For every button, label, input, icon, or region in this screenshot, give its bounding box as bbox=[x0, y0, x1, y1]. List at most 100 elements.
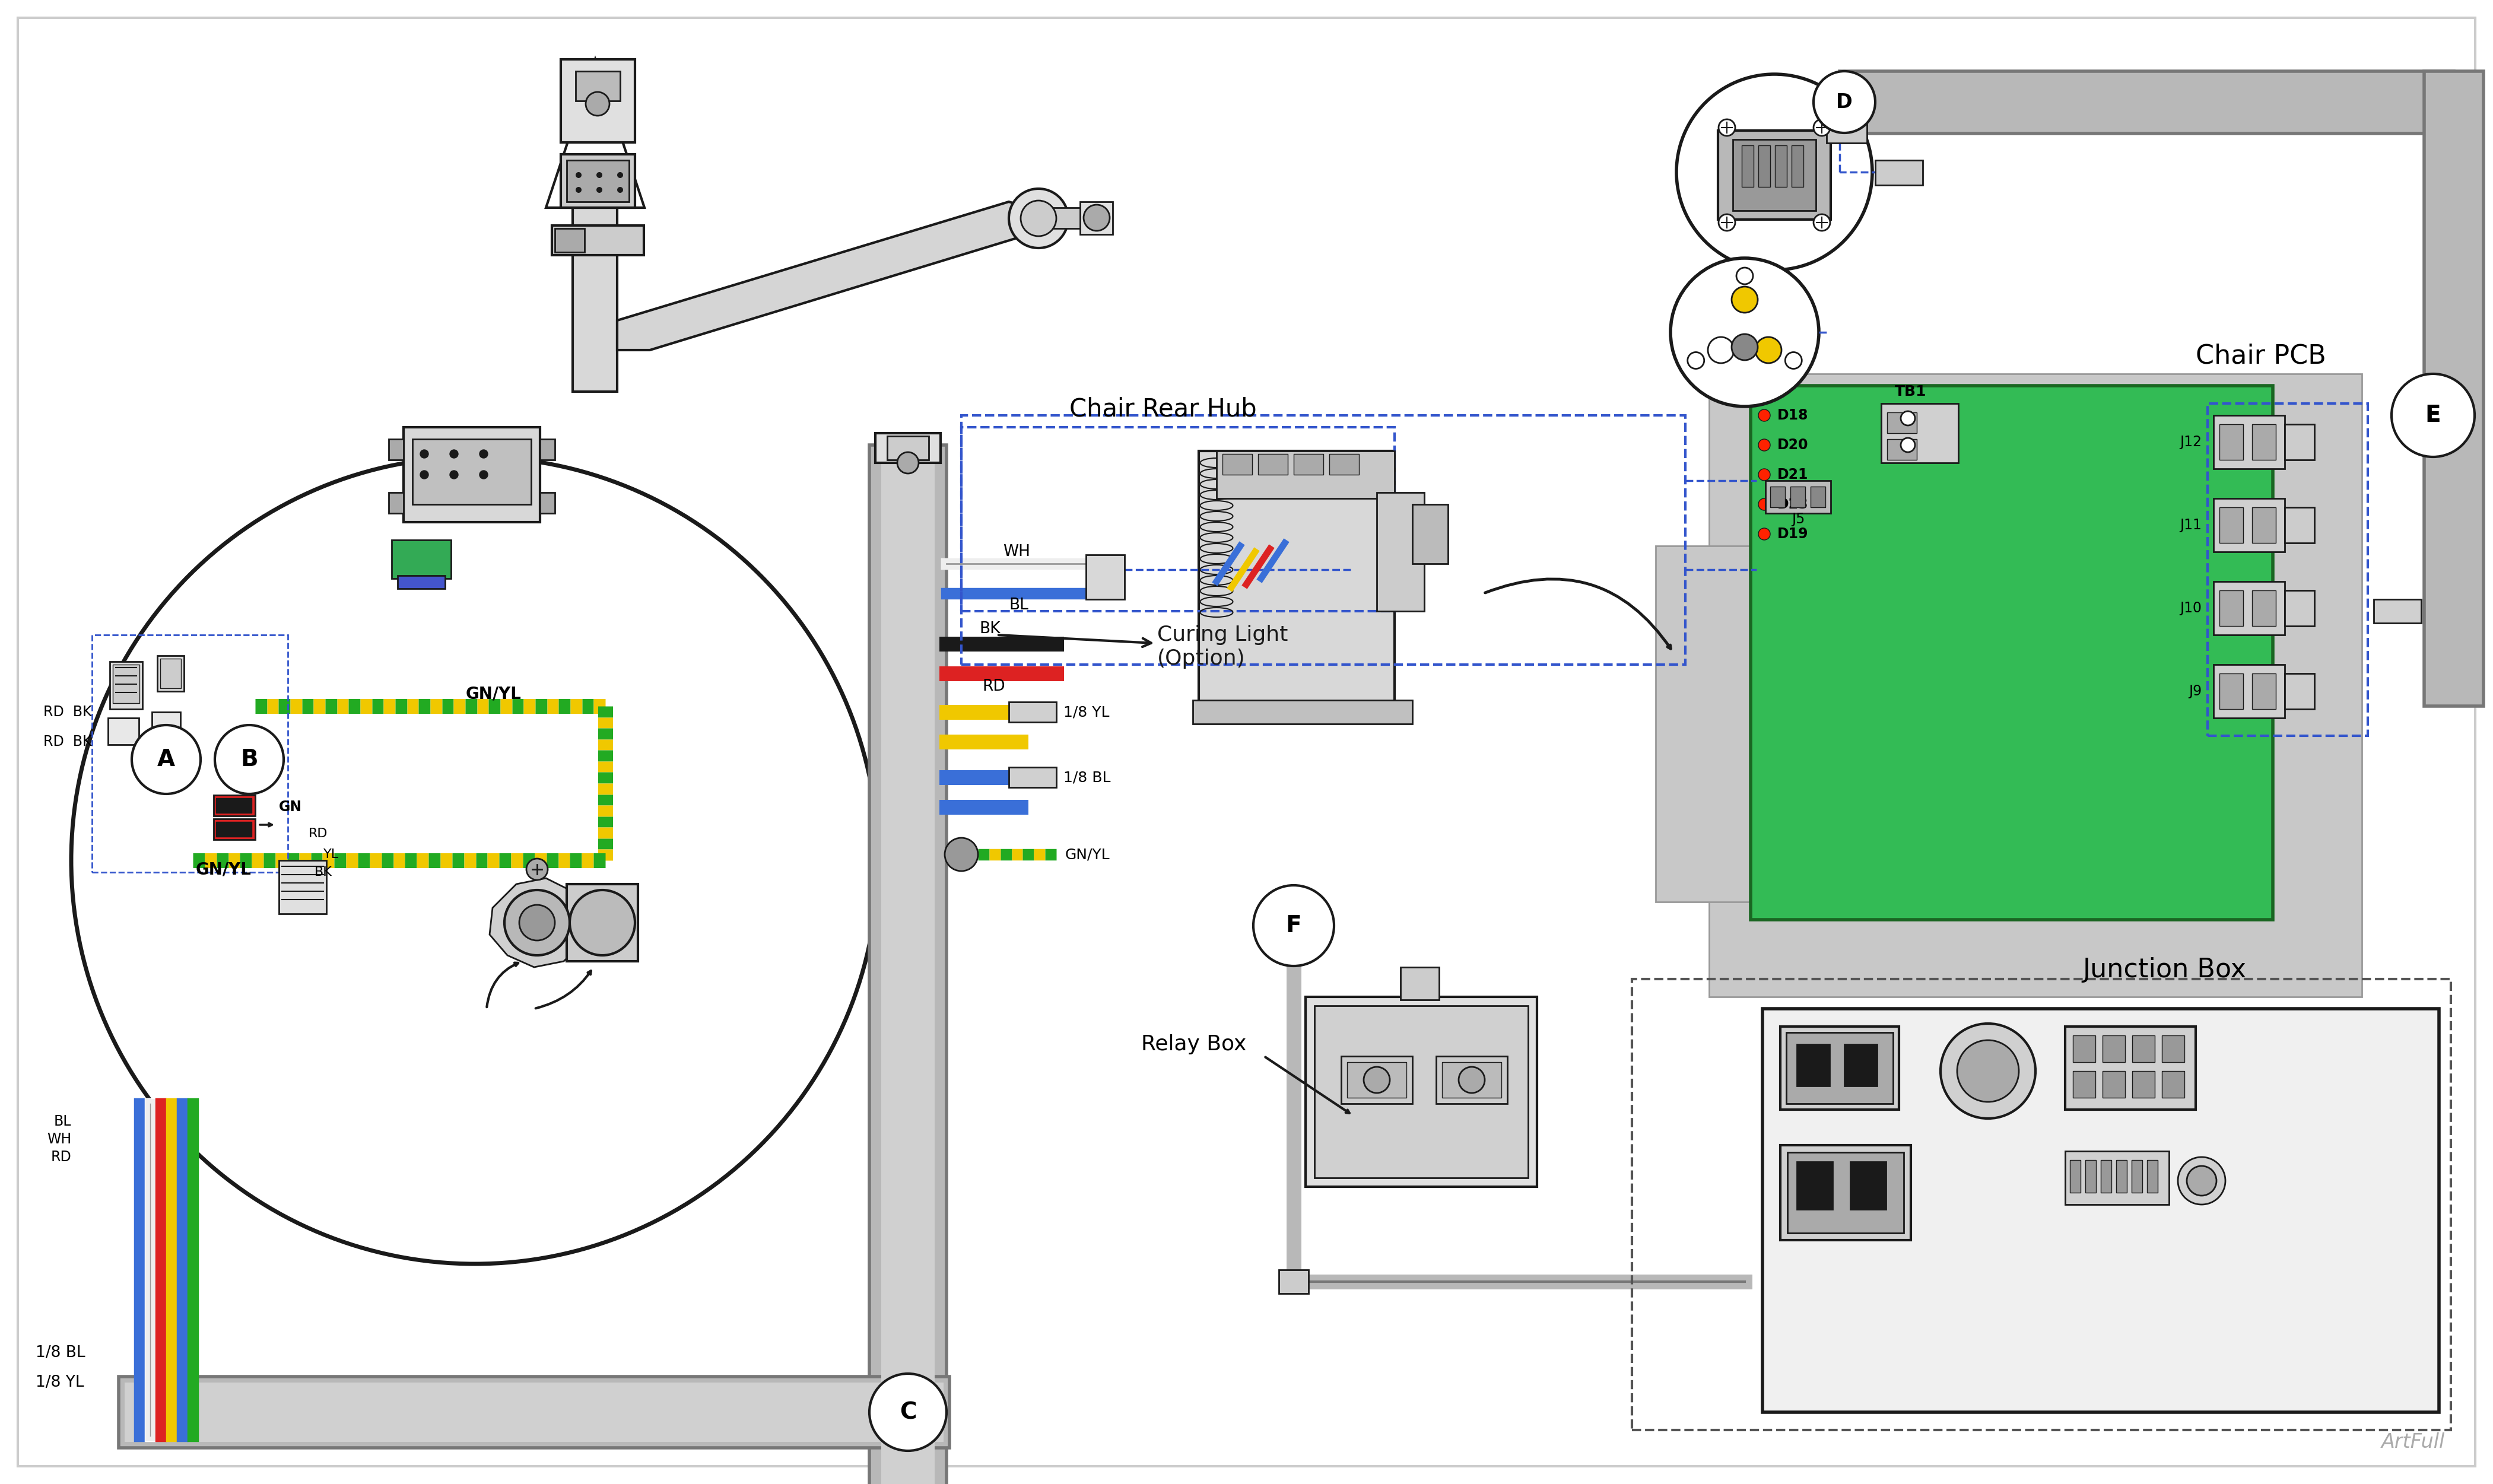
Circle shape bbox=[576, 187, 581, 193]
Bar bbox=[1827, 120, 1867, 142]
Bar bbox=[573, 71, 618, 392]
Circle shape bbox=[1670, 258, 1820, 407]
Bar bbox=[1840, 71, 2453, 134]
Bar bbox=[2251, 424, 2276, 460]
Bar bbox=[1797, 1045, 1830, 1086]
Text: D19: D19 bbox=[1778, 527, 1807, 542]
Circle shape bbox=[571, 890, 636, 956]
Bar bbox=[2251, 591, 2276, 626]
Bar bbox=[2064, 1152, 2169, 1205]
Text: 1/8 YL: 1/8 YL bbox=[1065, 705, 1109, 720]
Text: BL: BL bbox=[1010, 598, 1027, 613]
Bar bbox=[1810, 487, 1825, 508]
Bar bbox=[2209, 404, 2368, 736]
Circle shape bbox=[1812, 119, 1830, 137]
Text: 1/8 YL: 1/8 YL bbox=[35, 1374, 85, 1391]
Text: D: D bbox=[1837, 92, 1852, 111]
Bar bbox=[2132, 1160, 2141, 1193]
Bar bbox=[2072, 1036, 2097, 1063]
Bar bbox=[1718, 131, 1830, 220]
Bar bbox=[1192, 700, 1414, 724]
Bar bbox=[2102, 1036, 2124, 1063]
Bar bbox=[2102, 1071, 2124, 1098]
Bar bbox=[1850, 1162, 1885, 1209]
Text: D20: D20 bbox=[1778, 438, 1807, 453]
Circle shape bbox=[870, 1374, 947, 1451]
Text: J10: J10 bbox=[2179, 601, 2201, 616]
Text: RD  BK: RD BK bbox=[42, 735, 92, 749]
Bar bbox=[2161, 1036, 2184, 1063]
Bar bbox=[411, 439, 531, 505]
Text: C: C bbox=[900, 1401, 917, 1423]
Bar bbox=[1217, 451, 1394, 499]
Text: E: E bbox=[2426, 404, 2441, 426]
Circle shape bbox=[586, 92, 608, 116]
Bar bbox=[1797, 1162, 1832, 1209]
Circle shape bbox=[526, 859, 548, 880]
Bar bbox=[1010, 767, 1057, 788]
Text: WH: WH bbox=[1002, 545, 1030, 559]
Bar bbox=[1087, 555, 1124, 600]
Circle shape bbox=[1364, 1067, 1389, 1094]
Bar bbox=[2373, 600, 2421, 623]
Bar bbox=[1341, 1057, 1414, 1104]
Polygon shape bbox=[546, 59, 646, 208]
Bar bbox=[1633, 979, 2451, 1431]
Text: BK: BK bbox=[314, 867, 332, 879]
Bar bbox=[217, 822, 252, 837]
Bar bbox=[541, 439, 556, 460]
Bar bbox=[1279, 1270, 1309, 1294]
Polygon shape bbox=[509, 53, 683, 208]
Text: 1/8 BL: 1/8 BL bbox=[1065, 770, 1109, 785]
Bar bbox=[2117, 1160, 2127, 1193]
Bar bbox=[1222, 454, 1251, 475]
Bar bbox=[217, 798, 252, 813]
Bar bbox=[1314, 1006, 1528, 1178]
Bar bbox=[962, 427, 1394, 611]
Text: RD  BK: RD BK bbox=[42, 705, 92, 720]
Bar bbox=[2102, 1160, 2112, 1193]
Circle shape bbox=[132, 726, 199, 794]
Text: BK: BK bbox=[980, 622, 1000, 637]
Circle shape bbox=[449, 470, 459, 479]
Bar bbox=[1414, 505, 1448, 564]
Bar bbox=[1199, 451, 1394, 718]
Bar bbox=[214, 819, 254, 840]
Circle shape bbox=[2391, 374, 2476, 457]
Bar bbox=[566, 160, 628, 202]
Bar bbox=[1401, 968, 1438, 1000]
Bar bbox=[875, 433, 940, 463]
Bar bbox=[566, 884, 638, 962]
Bar bbox=[112, 665, 140, 703]
Bar bbox=[125, 1383, 942, 1442]
Bar bbox=[2284, 591, 2314, 626]
Circle shape bbox=[1084, 205, 1109, 232]
Bar bbox=[1758, 145, 1770, 187]
Bar bbox=[2219, 424, 2244, 460]
Bar bbox=[1743, 145, 1753, 187]
Circle shape bbox=[1458, 1067, 1486, 1094]
Circle shape bbox=[1957, 1040, 2019, 1103]
Text: D23: D23 bbox=[1778, 497, 1807, 512]
Bar bbox=[389, 493, 404, 513]
Bar bbox=[962, 416, 1685, 665]
Circle shape bbox=[1254, 886, 1334, 966]
Circle shape bbox=[1688, 352, 1705, 370]
Text: D21: D21 bbox=[1778, 467, 1807, 482]
Bar bbox=[551, 226, 643, 255]
Circle shape bbox=[1812, 71, 1875, 134]
Circle shape bbox=[214, 726, 284, 794]
Bar bbox=[1436, 1057, 1508, 1104]
Text: RD: RD bbox=[50, 1150, 72, 1163]
Bar bbox=[391, 540, 451, 579]
Bar bbox=[92, 635, 287, 873]
Bar bbox=[561, 154, 636, 208]
Bar bbox=[1887, 439, 1917, 460]
Bar bbox=[157, 656, 184, 692]
Circle shape bbox=[1020, 200, 1057, 236]
Circle shape bbox=[1010, 188, 1067, 248]
Circle shape bbox=[1718, 214, 1735, 232]
Bar bbox=[576, 71, 621, 101]
Bar bbox=[2284, 674, 2314, 709]
Bar bbox=[1780, 1027, 1900, 1110]
